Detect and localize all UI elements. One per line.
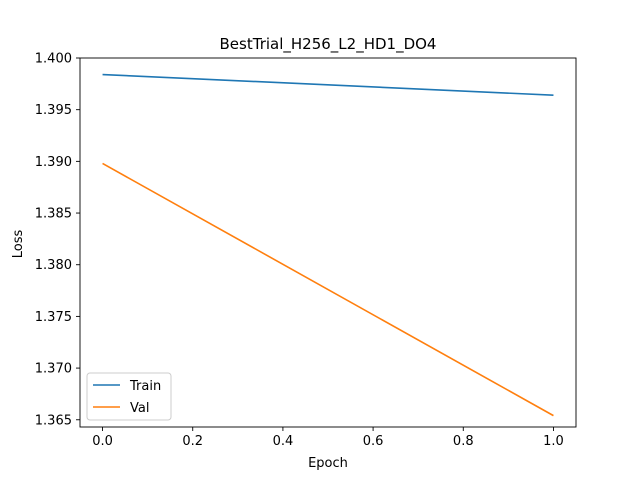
legend-label-val: Val [130, 401, 149, 416]
chart-title: BestTrial_H256_L2_HD1_DO4 [220, 35, 437, 54]
y-tick-label: 1.380 [35, 258, 72, 273]
y-tick-label: 1.385 [35, 207, 72, 222]
x-tick-label: 0.8 [453, 434, 474, 449]
y-axis-label: Loss [11, 230, 26, 259]
x-tick-label: 0.0 [92, 434, 113, 449]
x-tick-label: 0.4 [273, 434, 294, 449]
x-tick-label: 1.0 [543, 434, 564, 449]
plot-area: 0.0 0.2 0.4 0.6 0.8 1.0 1.365 1.370 1.375 1.380 1.… [35, 52, 577, 449]
y-tick-label: 1.395 [35, 103, 72, 118]
y-tick-label: 1.365 [35, 413, 72, 428]
axes-frame [79, 57, 577, 428]
y-tick-label: 1.400 [35, 52, 72, 67]
y-tick-label: 1.375 [35, 310, 72, 325]
y-tick-label: 1.390 [35, 155, 72, 170]
series-line-val [102, 162, 554, 417]
series-line-train [102, 73, 554, 97]
x-tick-label: 0.6 [363, 434, 384, 449]
x-axis-label: Epoch [308, 456, 348, 471]
legend-label-train: Train [129, 379, 161, 394]
y-tick-label: 1.370 [35, 362, 72, 377]
x-tick-label: 0.2 [182, 434, 203, 449]
